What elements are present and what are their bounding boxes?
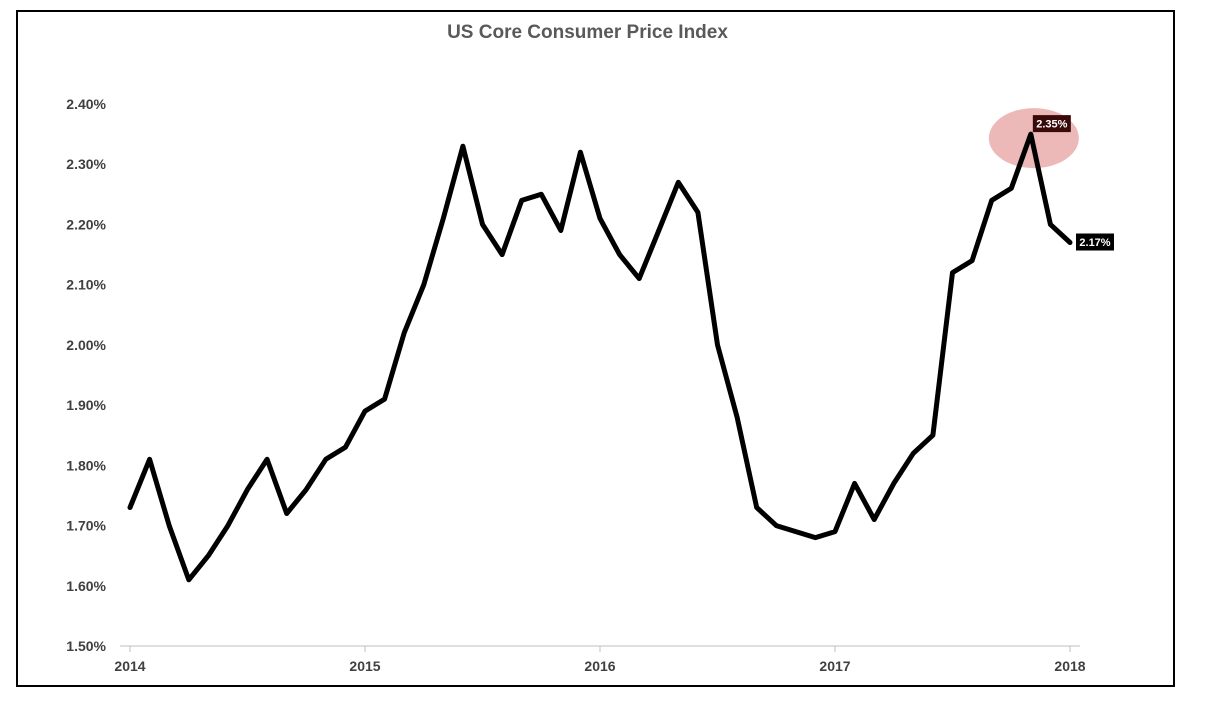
cpi-series-line (127, 131, 1073, 583)
chart-frame (16, 10, 1175, 687)
chart-title: US Core Consumer Price Index (447, 22, 728, 43)
y-tick-label: 2.00% (66, 337, 106, 353)
y-tick-label: 1.60% (66, 578, 106, 594)
y-tick-label: 1.50% (66, 638, 106, 654)
y-tick-label: 2.30% (66, 156, 106, 172)
y-tick-label: 2.10% (66, 277, 106, 293)
y-tick-label: 1.90% (66, 397, 106, 413)
x-tick-label: 2018 (1054, 658, 1085, 674)
x-tick-label: 2016 (584, 658, 615, 674)
y-tick-label: 2.40% (66, 96, 106, 112)
y-tick-label: 1.70% (66, 518, 106, 534)
y-tick-label: 1.80% (66, 457, 106, 473)
data-label: 2.35% (1036, 119, 1067, 131)
data-label: 2.17% (1079, 237, 1110, 249)
x-tick-label: 2017 (819, 658, 850, 674)
x-tick-label: 2015 (349, 658, 380, 674)
data-label-box (1032, 115, 1071, 133)
data-label-box (1076, 233, 1114, 251)
y-tick-label: 2.20% (66, 216, 106, 232)
x-tick-label: 2014 (114, 658, 145, 674)
